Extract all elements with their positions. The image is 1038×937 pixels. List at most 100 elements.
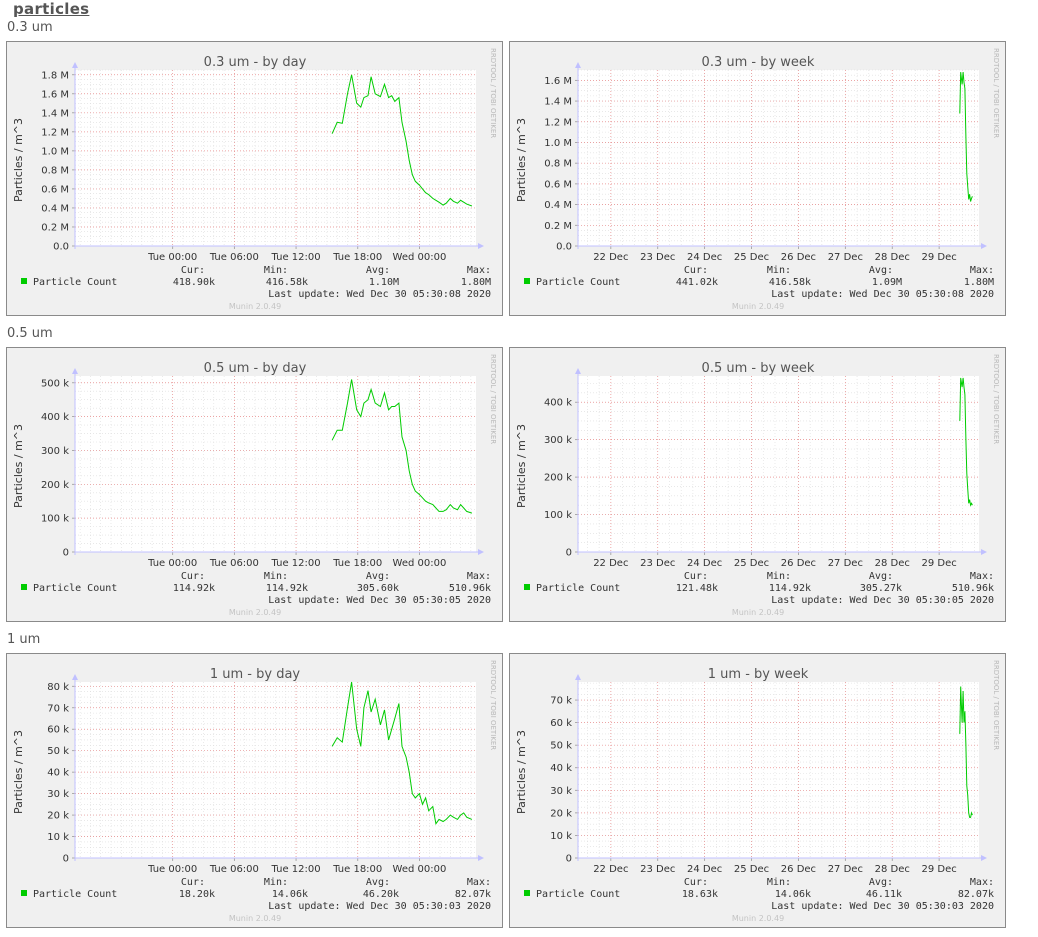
page-title[interactable]: particles: [13, 0, 90, 18]
x-tick-label: 27 Dec: [828, 558, 863, 569]
y-tick-label: 0.2 M: [41, 222, 69, 233]
x-axis-arrow: [981, 855, 987, 861]
last-update: Last update: Wed Dec 30 05:30:03 2020: [268, 901, 491, 912]
graph-1um-week[interactable]: 1 um - by week 0 10 k 20 k 30 k 40 k 50 k 60 k 7…: [509, 653, 1006, 928]
munin-footer: Munin 2.0.49: [229, 608, 281, 617]
stat-avg-label: Avg:: [366, 265, 390, 276]
x-tick-label: 25 Dec: [734, 864, 769, 875]
chart-title: 0.5 um - by week: [702, 361, 815, 376]
y-tick-label: 0: [63, 854, 69, 865]
x-tick-label: 23 Dec: [640, 252, 675, 263]
chart-title: 1 um - by week: [708, 667, 809, 682]
x-tick-label: 26 Dec: [781, 252, 816, 263]
stat-min-value: 416.58k: [266, 277, 308, 288]
chart-svg: 1 um - by day 0 10 k 20 k 30 k 40 k 50 k 60 k 70…: [12, 660, 497, 923]
x-tick-label: 22 Dec: [593, 864, 628, 875]
y-axis-label: Particles / m^3: [12, 730, 25, 814]
legend-series-name: Particle Count: [536, 889, 620, 900]
munin-footer: Munin 2.0.49: [732, 914, 784, 923]
chart-svg: 0.3 um - by day 0.0 0.2 M 0.4 M 0.6 M 0.8 M 1.…: [12, 48, 497, 311]
stat-min-value: 114.92k: [266, 583, 308, 594]
x-tick-label: Tue 00:00: [147, 864, 197, 875]
legend-series-name: Particle Count: [536, 583, 620, 594]
y-tick-label: 1.8 M: [41, 70, 69, 81]
x-tick-label: Tue 18:00: [332, 558, 382, 569]
x-axis-arrow: [981, 549, 987, 555]
x-tick-label: 25 Dec: [734, 252, 769, 263]
y-axis-label: Particles / m^3: [515, 118, 528, 202]
x-axis-arrow: [478, 243, 484, 249]
x-tick-label: 29 Dec: [922, 252, 957, 263]
x-tick-label: 26 Dec: [781, 558, 816, 569]
chart-svg: 0.5 um - by week 0 100 k 200 k 300 k 400 k 22 …: [515, 354, 1000, 617]
last-update: Last update: Wed Dec 30 05:30:05 2020: [771, 595, 994, 606]
y-tick-label: 10 k: [47, 832, 69, 843]
series-line-particle-count: [959, 72, 973, 202]
x-tick-label: 24 Dec: [687, 558, 722, 569]
legend-series-name: Particle Count: [33, 277, 117, 288]
x-tick-label: 23 Dec: [640, 864, 675, 875]
rrdtool-watermark: RRDTOOL / TOBI OETIKER: [489, 660, 497, 750]
y-axis-label: Particles / m^3: [515, 730, 528, 814]
stat-min-label: Min:: [767, 265, 791, 276]
y-tick-label: 30 k: [47, 789, 69, 800]
stat-avg-value: 305.27k: [860, 583, 902, 594]
chart-svg: 0.5 um - by day 0 100 k 200 k 300 k 400 k 500 …: [12, 354, 497, 617]
y-tick-label: 40 k: [550, 763, 572, 774]
x-tick-label: 26 Dec: [781, 864, 816, 875]
y-tick-label: 0.4 M: [41, 203, 69, 214]
stat-max-value: 1.80M: [461, 277, 491, 288]
graph-0-3um-week[interactable]: 0.3 um - by week 0.0 0.2 M 0.4 M 0.6 M 0.8 M 1…: [509, 41, 1006, 316]
rrdtool-watermark: RRDTOOL / TOBI OETIKER: [489, 48, 497, 138]
y-axis-arrow: [575, 368, 581, 374]
stat-min-value: 416.58k: [769, 277, 811, 288]
graph-0-5um-day[interactable]: 0.5 um - by day 0 100 k 200 k 300 k 400 k 500 …: [6, 347, 503, 622]
stat-max-label: Max:: [970, 265, 994, 276]
y-tick-label: 50 k: [550, 741, 572, 752]
y-tick-label: 0.8 M: [544, 159, 572, 170]
stat-max-value: 82.07k: [455, 889, 491, 900]
x-tick-label: 22 Dec: [593, 558, 628, 569]
y-tick-label: 1.2 M: [544, 117, 572, 128]
stat-avg-label: Avg:: [366, 877, 390, 888]
x-axis-arrow: [478, 855, 484, 861]
last-update: Last update: Wed Dec 30 05:30:08 2020: [771, 289, 994, 300]
x-tick-label: 28 Dec: [875, 864, 910, 875]
y-tick-label: 70 k: [47, 703, 69, 714]
y-tick-label: 0.0: [53, 242, 69, 253]
stat-avg-label: Avg:: [869, 571, 893, 582]
section-label-0-5um: 0.5 um: [7, 326, 53, 341]
y-axis-arrow: [575, 62, 581, 68]
chart-svg: 0.3 um - by week 0.0 0.2 M 0.4 M 0.6 M 0.8 M 1…: [515, 48, 1000, 311]
legend-swatch: [21, 584, 27, 590]
x-tick-label: 28 Dec: [875, 558, 910, 569]
stat-min-label: Min:: [767, 571, 791, 582]
stat-avg-label: Avg:: [869, 877, 893, 888]
series-line-particle-count: [959, 377, 973, 507]
graph-0-5um-week[interactable]: 0.5 um - by week 0 100 k 200 k 300 k 400 k 22 …: [509, 347, 1006, 622]
y-axis-arrow: [72, 674, 78, 680]
x-tick-label: Tue 06:00: [209, 252, 259, 263]
stat-cur-value: 114.92k: [173, 583, 215, 594]
last-update: Last update: Wed Dec 30 05:30:08 2020: [268, 289, 491, 300]
series-line-particle-count: [331, 74, 473, 207]
legend-series-name: Particle Count: [33, 889, 117, 900]
x-axis-arrow: [981, 243, 987, 249]
y-tick-label: 10 k: [550, 831, 572, 842]
stat-max-value: 82.07k: [958, 889, 994, 900]
y-tick-label: 300 k: [544, 435, 572, 446]
x-tick-label: 25 Dec: [734, 558, 769, 569]
chart-svg: 1 um - by week 0 10 k 20 k 30 k 40 k 50 k 60 k 7…: [515, 660, 1000, 923]
stat-avg-label: Avg:: [869, 265, 893, 276]
stat-max-label: Max:: [467, 265, 491, 276]
graph-0-3um-day[interactable]: 0.3 um - by day 0.0 0.2 M 0.4 M 0.6 M 0.8 M 1.…: [6, 41, 503, 316]
stat-avg-label: Avg:: [366, 571, 390, 582]
stat-avg-value: 46.20k: [363, 889, 399, 900]
stat-min-label: Min:: [264, 571, 288, 582]
x-tick-label: 24 Dec: [687, 252, 722, 263]
stat-cur-label: Cur:: [181, 877, 205, 888]
graph-1um-day[interactable]: 1 um - by day 0 10 k 20 k 30 k 40 k 50 k 60 k 70…: [6, 653, 503, 928]
stat-max-label: Max:: [467, 877, 491, 888]
stat-cur-value: 418.90k: [173, 277, 215, 288]
x-tick-label: Tue 18:00: [332, 864, 382, 875]
